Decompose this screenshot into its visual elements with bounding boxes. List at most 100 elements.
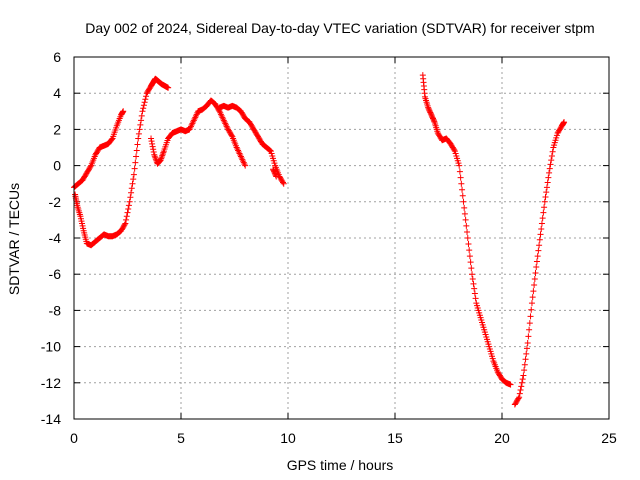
data-point <box>548 152 555 159</box>
y-axis-label: SDTVAR / TECUs <box>6 183 22 295</box>
data-point <box>521 361 528 368</box>
data-point <box>543 184 550 191</box>
data-point <box>127 194 134 201</box>
axis-ticks: 0 5 10 15 20 25 -14 -12 -10 -8 -6 -4 -2 0 2 4 6 <box>41 49 617 446</box>
data-point <box>123 216 130 223</box>
data-point <box>122 220 129 227</box>
data-point <box>458 180 465 187</box>
data-series-6 <box>419 72 514 388</box>
data-point <box>142 96 149 103</box>
data-point <box>460 198 467 205</box>
data-series-2 <box>72 75 172 249</box>
data-point <box>150 146 157 153</box>
data-point <box>529 294 536 301</box>
data-point <box>87 163 94 170</box>
y-tick-label: -12 <box>41 375 61 391</box>
data-point <box>471 285 478 292</box>
x-tick-label: 10 <box>280 430 296 446</box>
data-point <box>133 153 140 160</box>
data-point <box>539 215 546 222</box>
data-point <box>133 147 140 154</box>
data-point <box>108 136 115 143</box>
data-point <box>537 231 544 238</box>
data-point <box>461 210 468 217</box>
y-tick-label: -4 <box>49 230 62 246</box>
data-point <box>459 186 466 193</box>
data-point <box>130 171 137 178</box>
data-point <box>130 176 137 183</box>
data-point <box>523 345 530 352</box>
data-point <box>541 204 548 211</box>
data-point <box>148 138 155 145</box>
data-point <box>140 105 147 112</box>
data-point <box>526 320 533 327</box>
y-tick-label: -2 <box>49 194 62 210</box>
data-point <box>459 192 466 199</box>
data-point <box>518 379 525 386</box>
data-point <box>522 356 529 363</box>
data-point <box>128 185 135 192</box>
data-point <box>148 135 155 142</box>
data-point <box>139 108 146 115</box>
data-point <box>524 339 531 346</box>
data-point <box>548 157 555 164</box>
data-series-7 <box>511 119 568 408</box>
data-point <box>451 146 458 153</box>
data-point <box>549 148 556 155</box>
data-point <box>149 143 156 150</box>
data-point <box>542 193 549 200</box>
data-series-3 <box>148 97 249 169</box>
data-point <box>138 112 145 119</box>
data-point <box>561 119 568 126</box>
y-tick-label: -6 <box>49 266 62 282</box>
data-point <box>123 213 130 220</box>
data-point <box>138 117 145 124</box>
data-point <box>516 394 523 401</box>
data-point <box>462 216 469 223</box>
x-axis-label: GPS time / hours <box>287 457 394 473</box>
data-point <box>520 372 527 379</box>
data-point <box>472 295 479 302</box>
data-point <box>464 235 471 241</box>
data-point <box>165 84 172 91</box>
data-point <box>521 367 528 374</box>
data-point <box>518 383 525 390</box>
data-series-5 <box>270 166 280 180</box>
data-point <box>466 247 473 254</box>
data-point <box>464 228 471 235</box>
data-point <box>135 130 142 137</box>
data-point <box>465 241 472 248</box>
y-tick-label: 2 <box>53 121 61 137</box>
x-tick-label: 15 <box>387 430 403 446</box>
x-tick-label: 0 <box>70 430 78 446</box>
data-point <box>266 146 273 153</box>
x-tick-label: 20 <box>494 430 510 446</box>
data-point <box>544 179 551 186</box>
data-point <box>457 174 464 181</box>
data-point <box>523 350 530 357</box>
data-point <box>533 258 540 265</box>
data-point <box>517 387 524 394</box>
data-point <box>535 247 542 254</box>
data-point <box>538 225 545 232</box>
data-point <box>135 135 142 142</box>
data-point <box>469 271 476 278</box>
data-point <box>149 140 156 147</box>
data-point <box>272 172 279 179</box>
y-tick-label: -8 <box>49 302 62 318</box>
y-tick-label: -10 <box>41 339 61 355</box>
data-point <box>507 381 514 388</box>
data-point <box>467 259 474 266</box>
data-point <box>124 209 131 216</box>
data-point <box>280 179 287 186</box>
data-point <box>532 269 539 276</box>
data-point <box>137 121 144 128</box>
data-point <box>531 276 538 283</box>
data-point <box>461 204 468 211</box>
data-point <box>516 390 523 397</box>
data-point <box>134 141 141 148</box>
data-points <box>71 72 568 408</box>
data-point <box>125 206 132 213</box>
